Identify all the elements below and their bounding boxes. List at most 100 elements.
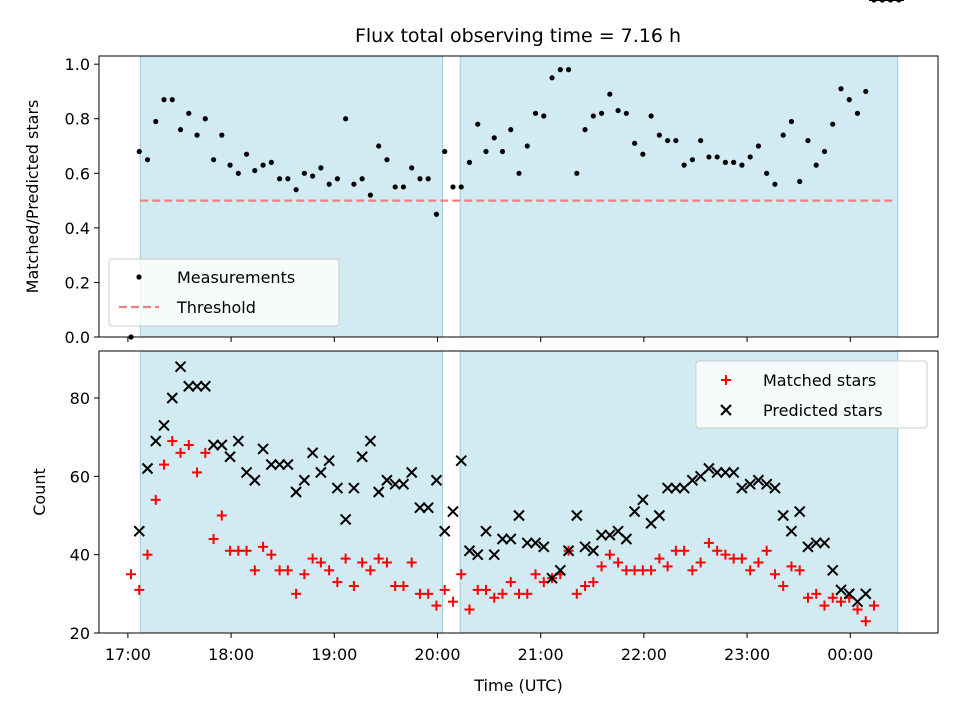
- y-tick-label: 0.6: [65, 164, 90, 183]
- measurement-point: [376, 143, 382, 149]
- predicted-star-point: [331, 482, 344, 494]
- measurement-point: [367, 192, 374, 198]
- measurement-point: [310, 173, 316, 179]
- matched-star-point: [175, 447, 186, 458]
- measurement-point: [574, 170, 580, 176]
- x-tick-label: 17:00: [105, 645, 151, 664]
- predicted-star-point: [249, 474, 261, 486]
- x-tick-label: 20:00: [414, 645, 460, 664]
- measurement-point: [442, 148, 448, 155]
- matched-star-point: [646, 565, 657, 576]
- legend-matched-marker: [721, 375, 731, 385]
- predicted-star-point: [587, 545, 600, 557]
- measurement-point: [301, 170, 307, 176]
- measurement-point: [656, 132, 662, 138]
- top-legend: Measurements Threshold: [108, 258, 340, 327]
- predicted-star-point: [257, 443, 269, 455]
- matched-star-point: [357, 557, 368, 568]
- predicted-star-point: [306, 447, 319, 459]
- matched-star-point: [150, 494, 161, 505]
- matched-star-point: [654, 553, 665, 564]
- matched-star-point: [159, 459, 170, 470]
- matched-star-point: [695, 557, 706, 568]
- matched-star-point: [258, 541, 269, 552]
- predicted-star-point: [505, 533, 517, 545]
- measurement-point: [524, 143, 530, 149]
- matched-star-point: [241, 545, 252, 556]
- matched-star-point: [125, 569, 136, 580]
- measurement-point: [359, 176, 365, 182]
- predicted-star-point: [686, 474, 699, 486]
- matched-star-point: [192, 467, 203, 478]
- legend-predicted-label: Predicted stars: [763, 401, 883, 420]
- measurement-point: [854, 110, 861, 116]
- matched-star-point: [282, 565, 293, 576]
- measurement-point: [788, 118, 795, 125]
- measurement-point: [400, 184, 407, 190]
- predicted-star-point: [521, 537, 533, 549]
- predicted-star-point: [356, 451, 368, 463]
- predicted-star-point: [818, 537, 831, 549]
- matched-star-point: [769, 569, 780, 580]
- bottom-legend-box: [695, 360, 928, 429]
- measurement-point: [194, 132, 200, 138]
- measurement-point: [268, 159, 274, 165]
- matched-star-point: [745, 565, 756, 576]
- matched-star-point: [703, 537, 714, 548]
- measurement-point: [590, 113, 596, 119]
- measurement-point: [260, 162, 266, 168]
- matched-star-point: [497, 588, 508, 599]
- matched-star-point: [604, 549, 615, 560]
- measurement-point: [202, 116, 208, 122]
- bottom-y-axis-ticks: 20 40 60 80: [70, 389, 99, 643]
- matched-star-point: [208, 534, 219, 544]
- matched-star-point: [869, 600, 880, 611]
- matched-star-point: [423, 588, 434, 599]
- measurement-point: [334, 176, 340, 182]
- measurement-point: [780, 132, 786, 138]
- matched-star-point: [406, 557, 417, 568]
- y-tick-label: 1.0: [65, 55, 90, 74]
- predicted-star-point: [447, 505, 459, 518]
- measurement-point: [631, 140, 638, 146]
- measurement-point: [409, 165, 415, 171]
- matched-star-point: [480, 584, 491, 595]
- y-tick-label: 80: [70, 389, 90, 408]
- matched-star-point: [530, 569, 541, 580]
- measurement-point: [681, 162, 687, 168]
- measurement-point: [491, 135, 497, 141]
- matched-star-point: [802, 592, 813, 603]
- bottom-y-axis-label: Count: [30, 468, 49, 516]
- predicted-star-point: [232, 435, 245, 447]
- matched-star-point: [613, 557, 624, 568]
- matched-star-point: [381, 557, 392, 568]
- matched-star-point: [307, 553, 318, 564]
- matched-star-point: [835, 596, 846, 607]
- measurement-point: [499, 148, 506, 155]
- matched-star-point: [794, 565, 805, 576]
- measurement-point: [747, 154, 753, 160]
- measurement-point: [293, 187, 299, 193]
- predicted-star-point: [513, 509, 525, 522]
- x-tick-label: 18:00: [208, 645, 254, 664]
- predicted-star-point: [472, 548, 484, 561]
- measurement-point: [689, 157, 695, 163]
- predicted-star-point: [579, 541, 591, 553]
- legend-measurements-label: Measurements: [177, 268, 295, 287]
- measurement-point: [764, 170, 770, 176]
- predicted-star-point: [174, 360, 187, 373]
- matched-star-point: [679, 545, 690, 556]
- predicted-star-point: [719, 466, 732, 479]
- y-tick-label: 20: [70, 624, 90, 643]
- measurement-point: [582, 127, 588, 133]
- predicted-star-point: [364, 435, 377, 447]
- top-x-axis-ticks: [127, 337, 851, 342]
- measurement-point: [607, 91, 613, 97]
- predicted-star-point: [348, 482, 360, 494]
- predicted-star-point: [372, 486, 385, 498]
- measurement-point: [673, 137, 679, 144]
- measurement-point: [838, 86, 844, 92]
- top-legend-box: [108, 258, 340, 327]
- predicted-star-point: [835, 584, 847, 596]
- measurement-point: [144, 157, 151, 163]
